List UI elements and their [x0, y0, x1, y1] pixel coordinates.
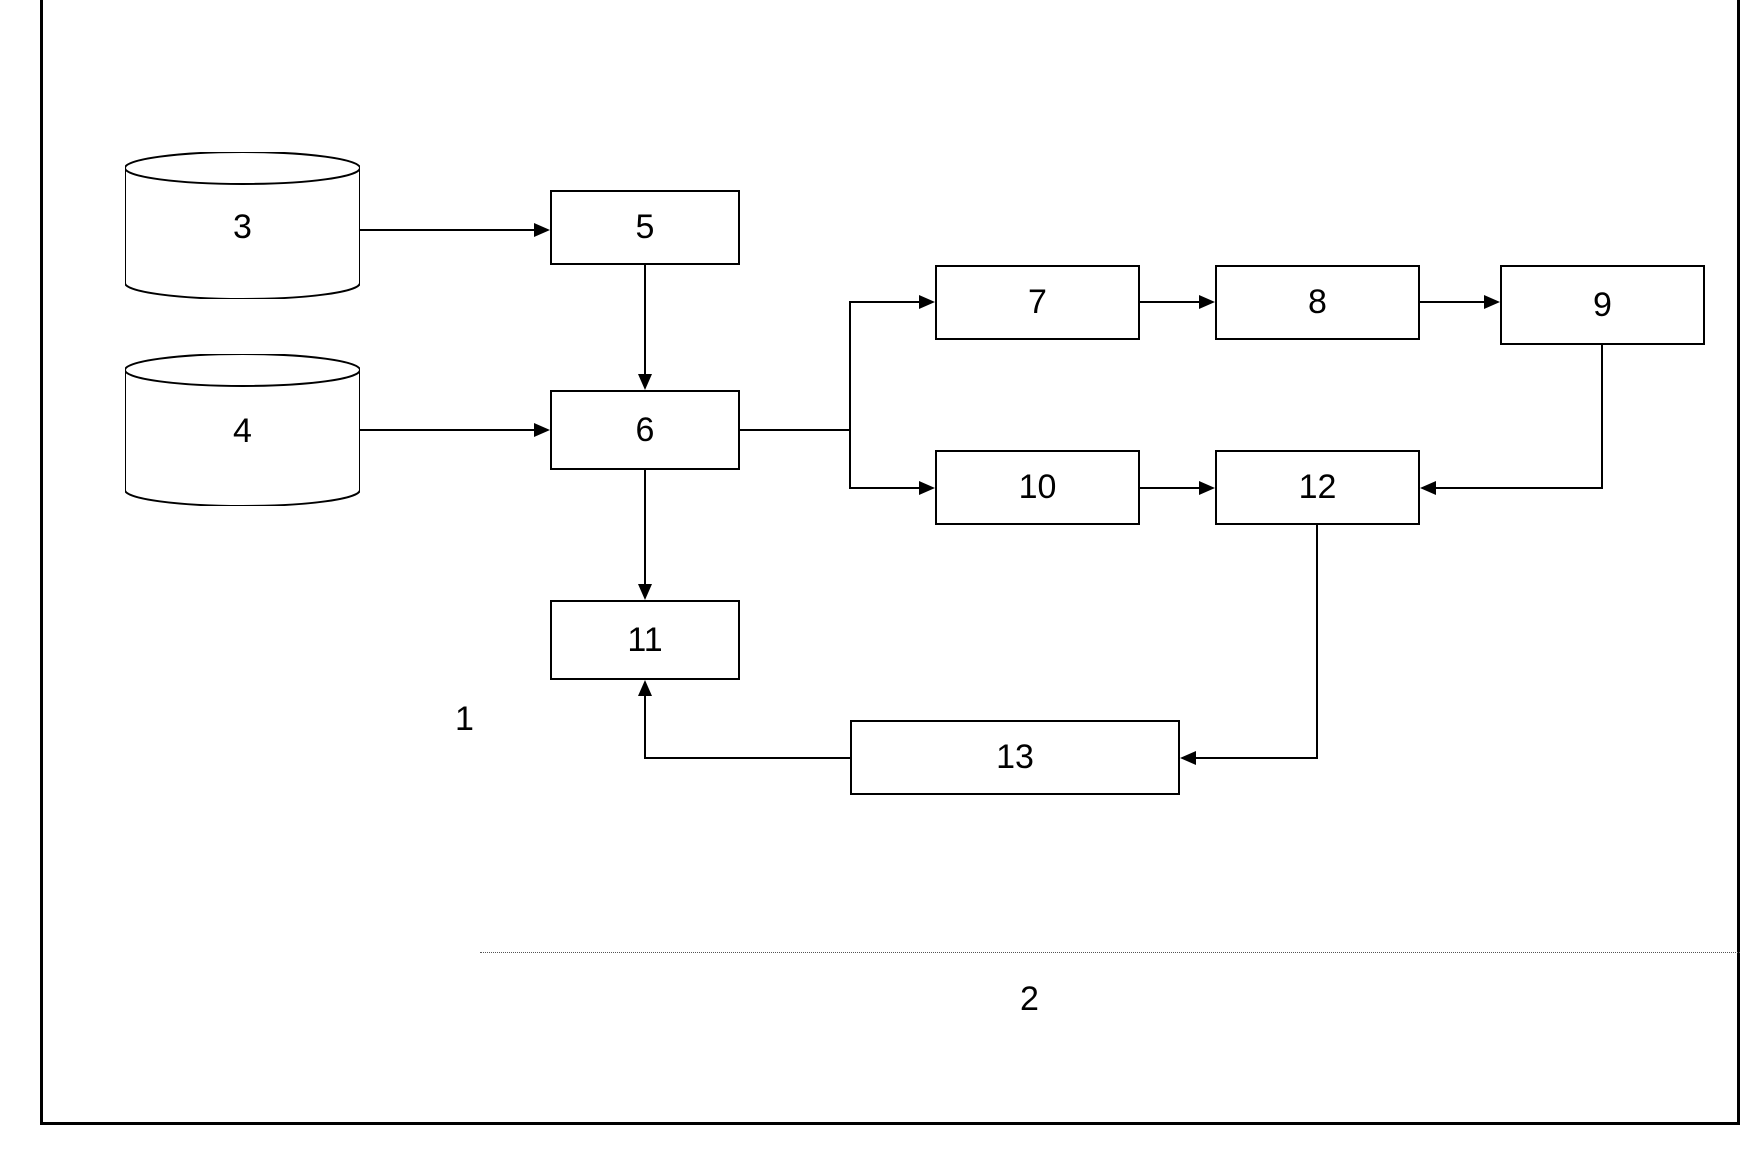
node-label: 7 [1028, 283, 1047, 322]
node-n7: 7 [935, 265, 1140, 340]
region-divider [480, 952, 1740, 953]
node-label: 9 [1593, 286, 1612, 325]
node-n10: 10 [935, 450, 1140, 525]
node-label: 12 [1299, 468, 1337, 507]
node-n11: 11 [550, 600, 740, 680]
node-label: 13 [996, 738, 1034, 777]
node-n6: 6 [550, 390, 740, 470]
node-label: 11 [627, 621, 662, 660]
node-label: 8 [1308, 283, 1327, 322]
diagram-canvas: 34 5678910121113 12 [0, 0, 1761, 1155]
node-n13: 13 [850, 720, 1180, 795]
region-2: 2 [1020, 980, 1039, 1019]
node-n12: 12 [1215, 450, 1420, 525]
node-n9: 9 [1500, 265, 1705, 345]
cylinder-label: 4 [125, 412, 360, 451]
node-n5: 5 [550, 190, 740, 265]
region-1: 1 [455, 700, 474, 739]
node-label: 5 [636, 208, 655, 247]
node-n8: 8 [1215, 265, 1420, 340]
node-label: 10 [1019, 468, 1057, 507]
cylinder-label: 3 [125, 208, 360, 247]
cylinder-node-3: 3 [125, 152, 360, 299]
node-label: 6 [636, 411, 655, 450]
cylinder-node-4: 4 [125, 354, 360, 506]
